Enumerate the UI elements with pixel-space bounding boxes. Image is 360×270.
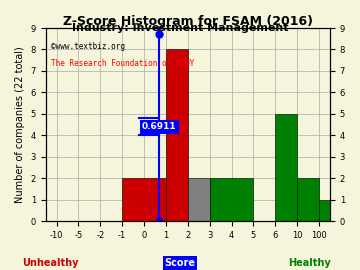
Bar: [319, 200, 341, 221]
Bar: [122, 178, 166, 221]
Text: Score: Score: [165, 258, 195, 268]
Bar: [210, 178, 253, 221]
Text: 0.6911: 0.6911: [142, 122, 176, 131]
Text: Unhealthy: Unhealthy: [22, 258, 78, 268]
Text: ©www.textbiz.org: ©www.textbiz.org: [51, 42, 125, 50]
Title: Z-Score Histogram for FSAM (2016): Z-Score Histogram for FSAM (2016): [63, 15, 313, 28]
Bar: [297, 178, 319, 221]
Text: Industry: Investment Management: Industry: Investment Management: [72, 23, 288, 33]
Bar: [188, 178, 210, 221]
Y-axis label: Number of companies (22 total): Number of companies (22 total): [15, 46, 25, 203]
Bar: [166, 49, 188, 221]
Bar: [275, 114, 297, 221]
Text: The Research Foundation of SUNY: The Research Foundation of SUNY: [51, 59, 195, 68]
Text: Healthy: Healthy: [288, 258, 331, 268]
